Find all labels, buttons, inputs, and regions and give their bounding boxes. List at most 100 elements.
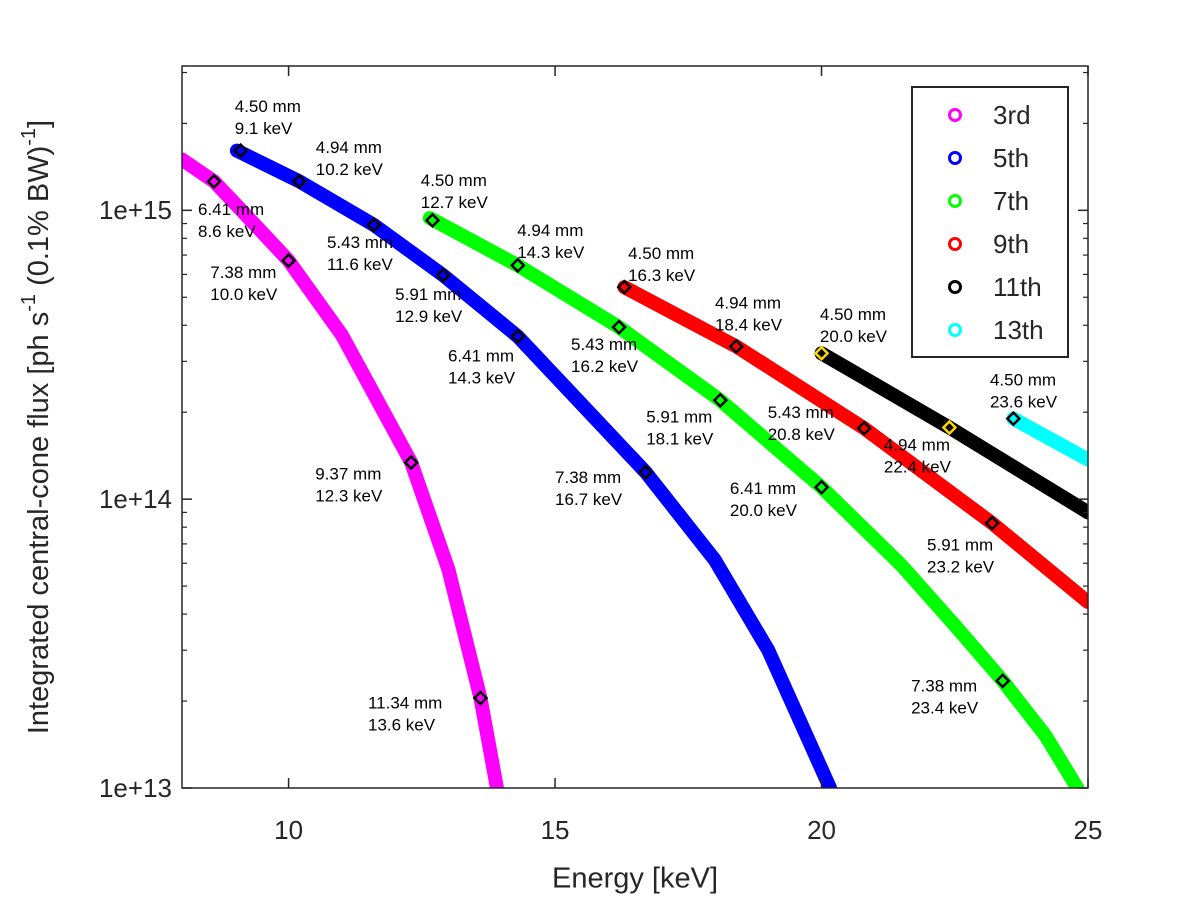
annotation: 10.0 keV bbox=[210, 285, 278, 304]
annotation: 20.0 keV bbox=[820, 327, 888, 346]
series-line bbox=[182, 152, 504, 788]
annotation: 18.1 keV bbox=[646, 429, 714, 448]
annotation: 6.41 mm bbox=[730, 479, 796, 498]
marker bbox=[280, 252, 297, 269]
legend-label: 5th bbox=[993, 143, 1029, 173]
legend-label: 7th bbox=[993, 186, 1029, 216]
annotation: 6.41 mm bbox=[448, 347, 514, 366]
y-label-superscript: -1 bbox=[18, 128, 40, 146]
marker bbox=[206, 173, 222, 190]
x-tick-label: 20 bbox=[807, 815, 836, 845]
marker bbox=[856, 420, 872, 437]
annotation: 23.2 keV bbox=[927, 558, 995, 577]
legend-marker bbox=[948, 151, 962, 165]
marker bbox=[366, 217, 382, 233]
annotation: 7.38 mm bbox=[911, 676, 977, 695]
annotation: 5.91 mm bbox=[927, 536, 993, 555]
marker bbox=[403, 454, 419, 471]
annotation: 11.34 mm bbox=[368, 694, 442, 713]
legend-marker bbox=[948, 280, 962, 294]
legend-label: 13th bbox=[993, 315, 1044, 345]
plot-frame bbox=[181, 65, 1089, 789]
axes: 10 15 20 25 1e+13 1e+14 1e+15 bbox=[99, 66, 1102, 845]
marker bbox=[1005, 410, 1022, 427]
marker bbox=[509, 328, 526, 345]
annotation: 22.4 keV bbox=[884, 457, 952, 476]
annotation: 23.6 keV bbox=[990, 393, 1058, 412]
series-line bbox=[1006, 411, 1088, 467]
y-label-text: ] bbox=[23, 120, 55, 128]
marker bbox=[424, 212, 441, 229]
legend-label: 9th bbox=[993, 229, 1029, 259]
marker bbox=[637, 464, 654, 480]
annotation: 13.6 keV bbox=[368, 716, 436, 735]
annotation: 4.94 mm bbox=[715, 294, 781, 313]
marker bbox=[611, 319, 627, 335]
annotation: 18.4 keV bbox=[715, 316, 783, 335]
annotations: 6.41 mm 8.6 keV 7.38 mm 10.0 keV 9.37 mm 12.3… bbox=[198, 97, 1058, 735]
x-tick-label: 25 bbox=[1074, 815, 1103, 845]
annotation: 5.91 mm bbox=[646, 407, 712, 426]
y-tick-label: 1e+15 bbox=[99, 195, 172, 225]
legend: 3rd 5th 7th 9th 11th 13th bbox=[911, 86, 1069, 358]
legend-box bbox=[911, 86, 1069, 358]
annotation: 16.2 keV bbox=[571, 357, 639, 376]
annotation: 4.50 mm bbox=[235, 97, 301, 116]
annotation: 16.3 keV bbox=[628, 266, 696, 285]
marker bbox=[472, 690, 489, 706]
y-label-superscript: -1 bbox=[18, 294, 40, 312]
y-tick-label: 1e+13 bbox=[99, 773, 172, 803]
annotation: 5.43 mm bbox=[327, 233, 393, 252]
annotation: 12.7 keV bbox=[421, 193, 489, 212]
annotation: 12.9 keV bbox=[395, 307, 463, 326]
markers bbox=[206, 142, 1022, 706]
marker bbox=[994, 673, 1011, 689]
series-line bbox=[617, 280, 1088, 610]
annotation: 4.94 mm bbox=[517, 221, 583, 240]
series-line bbox=[422, 211, 1085, 788]
marker bbox=[941, 419, 958, 436]
legend-marker bbox=[948, 237, 962, 251]
annotation: 16.7 keV bbox=[555, 490, 623, 509]
x-tick-label: 15 bbox=[541, 815, 570, 845]
legend-marker bbox=[948, 323, 962, 337]
annotation: 7.38 mm bbox=[210, 263, 276, 282]
annotation: 20.8 keV bbox=[768, 425, 836, 444]
annotation: 4.50 mm bbox=[820, 305, 886, 324]
y-label-text: (0.1% BW) bbox=[23, 146, 55, 294]
annotation: 9.37 mm bbox=[315, 465, 381, 484]
marker bbox=[616, 279, 633, 295]
marker bbox=[712, 392, 729, 409]
annotation: 23.4 keV bbox=[911, 698, 979, 717]
annotation: 4.94 mm bbox=[884, 435, 950, 454]
annotation: 14.3 keV bbox=[448, 369, 516, 388]
legend-label: 11th bbox=[993, 272, 1042, 302]
annotation: 4.94 mm bbox=[316, 138, 382, 157]
marker bbox=[232, 142, 249, 159]
annotation: 7.38 mm bbox=[555, 468, 621, 487]
legend-label: 3rd bbox=[993, 100, 1031, 130]
curves bbox=[182, 143, 1088, 788]
x-tick-label: 10 bbox=[274, 815, 303, 845]
y-label-text: Integrated central-cone flux [ph s bbox=[23, 312, 55, 734]
annotation: 8.6 keV bbox=[198, 222, 256, 241]
annotation: 4.50 mm bbox=[628, 244, 694, 263]
y-tick-label: 1e+14 bbox=[99, 484, 172, 514]
annotation: 5.43 mm bbox=[768, 403, 834, 422]
legend-marker bbox=[948, 108, 962, 122]
legend-marker bbox=[948, 194, 962, 208]
annotation: 20.0 keV bbox=[730, 501, 798, 520]
annotation: 12.3 keV bbox=[315, 487, 383, 506]
annotation: 10.2 keV bbox=[316, 160, 384, 179]
annotation: 5.91 mm bbox=[395, 285, 461, 304]
annotation: 5.43 mm bbox=[571, 335, 637, 354]
annotation: 11.6 keV bbox=[327, 255, 394, 274]
marker bbox=[984, 515, 1000, 531]
marker bbox=[813, 479, 830, 495]
annotation: 4.50 mm bbox=[421, 171, 487, 190]
series-line bbox=[814, 346, 1088, 520]
annotation: 4.50 mm bbox=[990, 371, 1056, 390]
annotation: 9.1 keV bbox=[235, 119, 293, 138]
marker bbox=[728, 338, 745, 355]
